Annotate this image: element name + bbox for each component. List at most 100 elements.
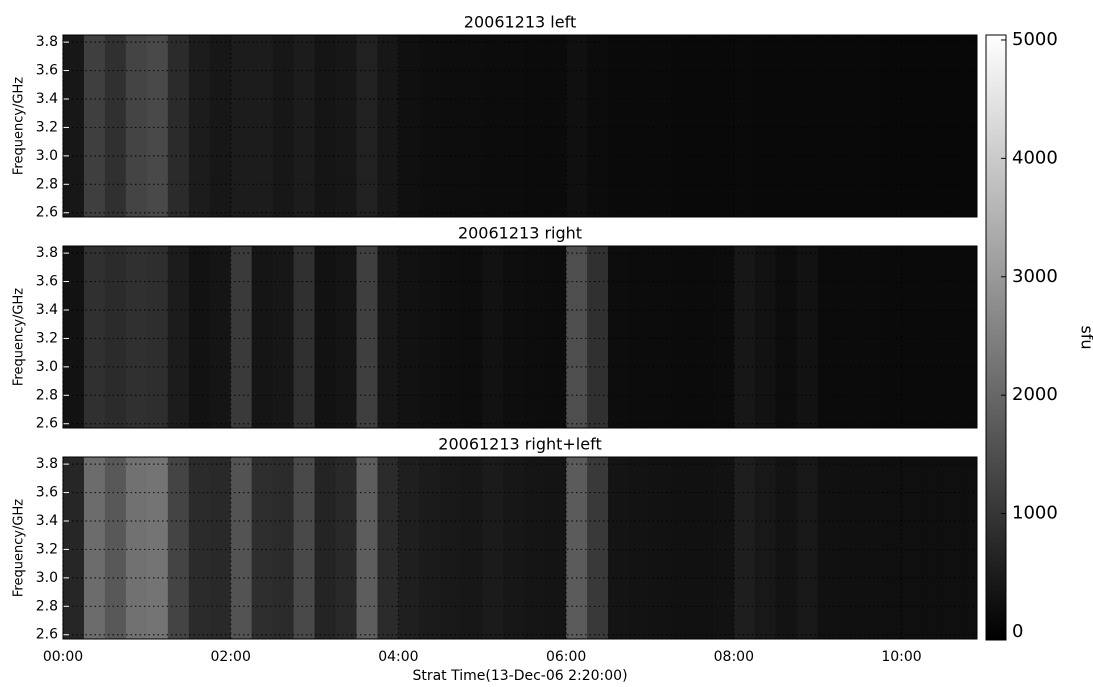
cell [314, 246, 337, 428]
cell [943, 457, 965, 639]
y-tick-label: 3.4 [36, 91, 58, 107]
cell [775, 35, 798, 217]
cell [377, 35, 399, 217]
plot-frame [62, 456, 978, 640]
cell [922, 457, 944, 639]
colorbar-tick-label: 1000 [1012, 503, 1058, 524]
cell [629, 246, 651, 428]
cell [209, 457, 232, 639]
cell [272, 35, 295, 217]
cell [503, 246, 525, 428]
cell [754, 246, 777, 428]
cell [733, 457, 756, 639]
cell [817, 246, 840, 428]
y-tick-label: 2.6 [36, 416, 58, 432]
cell [670, 35, 693, 217]
cell [880, 35, 903, 217]
cell [733, 35, 756, 217]
colorbar-tick-label: 5000 [1012, 29, 1058, 50]
cell [796, 246, 819, 428]
cell [775, 457, 798, 639]
cell [608, 35, 630, 217]
cell [461, 246, 483, 428]
cell [167, 246, 190, 428]
cell [293, 246, 316, 428]
cell [796, 457, 819, 639]
cell [880, 246, 903, 428]
y-tick-label: 2.8 [36, 598, 58, 614]
cell [838, 35, 861, 217]
cell [440, 246, 462, 428]
cell [356, 246, 378, 428]
x-axis-label: Strat Time(13-Dec-06 2:20:00) [412, 668, 627, 684]
cell [670, 457, 693, 639]
y-tick-label: 3.8 [36, 34, 58, 50]
y-tick-label: 3.6 [36, 485, 58, 501]
y-tick-label: 3.2 [36, 119, 58, 135]
cells [63, 35, 977, 217]
y-tick-label: 3.0 [36, 359, 58, 375]
colorbar-label: sfu [1078, 325, 1093, 349]
cell [461, 457, 483, 639]
y-tick-label: 2.6 [36, 627, 58, 643]
cell [712, 246, 735, 428]
cell [943, 246, 965, 428]
cell [83, 35, 106, 217]
cell [314, 457, 337, 639]
cell [880, 457, 903, 639]
colorbar-tick-label: 4000 [1012, 147, 1058, 168]
y-axis-label: Frequency/GHz [12, 499, 27, 597]
cell [838, 457, 861, 639]
cell [125, 246, 148, 428]
plot-frame [62, 34, 978, 218]
cell [440, 457, 462, 639]
cell [566, 246, 588, 428]
x-tick-label: 06:00 [546, 649, 586, 665]
plot-frame [62, 245, 978, 429]
y-tick-label: 3.2 [36, 541, 58, 557]
x-tick-label: 00:00 [43, 649, 83, 665]
cell [964, 457, 977, 639]
cell [922, 246, 944, 428]
cell [377, 457, 399, 639]
x-tick-label: 04:00 [378, 649, 418, 665]
y-tick-label: 3.4 [36, 302, 58, 318]
cell [670, 246, 693, 428]
cell [901, 246, 923, 428]
y-tick-label: 3.4 [36, 513, 58, 529]
cell [419, 457, 441, 639]
cell [251, 35, 274, 217]
cell [188, 457, 211, 639]
cell [901, 457, 923, 639]
x-tick-label: 02:00 [211, 649, 251, 665]
cell [104, 457, 127, 639]
cell [167, 457, 190, 639]
cell [63, 35, 85, 217]
cell [167, 35, 190, 217]
cell [272, 457, 295, 639]
y-tick-label: 3.0 [36, 570, 58, 586]
cell [649, 35, 672, 217]
cell [566, 35, 588, 217]
cell [293, 35, 316, 217]
cell [817, 35, 840, 217]
cell [482, 457, 504, 639]
panel-title: 20061213 right+left [438, 435, 601, 454]
panel-title: 20061213 right [458, 224, 582, 243]
cell [608, 246, 630, 428]
cell [398, 246, 420, 428]
x-tick-label: 10:00 [881, 649, 921, 665]
cell [629, 457, 651, 639]
cell [398, 457, 420, 639]
cell [63, 246, 85, 428]
cell [293, 457, 316, 639]
cell [545, 246, 567, 428]
cell [251, 246, 274, 428]
cell [335, 457, 357, 639]
y-tick-label: 2.8 [36, 176, 58, 192]
cell [377, 246, 399, 428]
y-tick-label: 3.8 [36, 245, 58, 261]
cell [901, 35, 923, 217]
cell [545, 457, 567, 639]
